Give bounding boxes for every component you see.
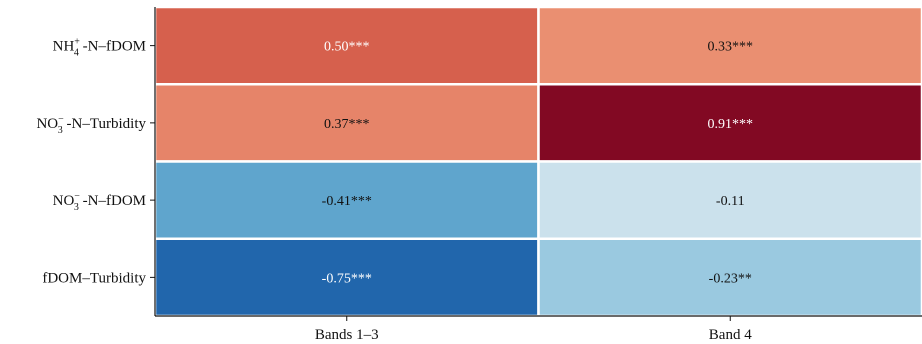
heatmap-cell [537, 5, 922, 86]
x-axis-ticks: Bands 1–3 Band 4 [315, 316, 752, 343]
cell-value-label: -0.41*** [322, 194, 372, 209]
cell-value-label: 0.33*** [708, 40, 754, 55]
x-tick-label: Bands 1–3 [315, 327, 379, 343]
cell-value-label: -0.11 [716, 194, 745, 209]
heatmap-cell [537, 237, 922, 318]
y-axis-ticks: NH+ 4 -N–fDOM NO− 3 -N–Turbidity NO− 3 -N–fDO… [36, 37, 155, 286]
x-tick-label: Band 4 [709, 327, 752, 343]
axes-frame [154, 7, 922, 317]
y-tick-label: fDOM–Turbidity [42, 270, 146, 286]
y-tick-label: NO− 3 -N–Turbidity [36, 114, 146, 136]
cell-value-label: 0.50*** [324, 40, 370, 55]
y-tick-label: NH+ 4 -N–fDOM [53, 37, 146, 59]
cell-value-label: -0.75*** [322, 271, 372, 286]
heatmap-cell-labels: 0.50*** 0.33*** 0.37*** 0.91*** -0.41*** -0.1… [322, 40, 753, 287]
y-tick-label: NO− 3 -N–fDOM [53, 191, 146, 213]
cell-value-label: -0.23** [709, 271, 752, 286]
heatmap-cell [153, 237, 540, 318]
heatmap-cell [153, 5, 540, 86]
cell-value-label: 0.91*** [708, 117, 754, 132]
heatmap-cells [153, 5, 922, 318]
cell-value-label: 0.37*** [324, 117, 370, 132]
